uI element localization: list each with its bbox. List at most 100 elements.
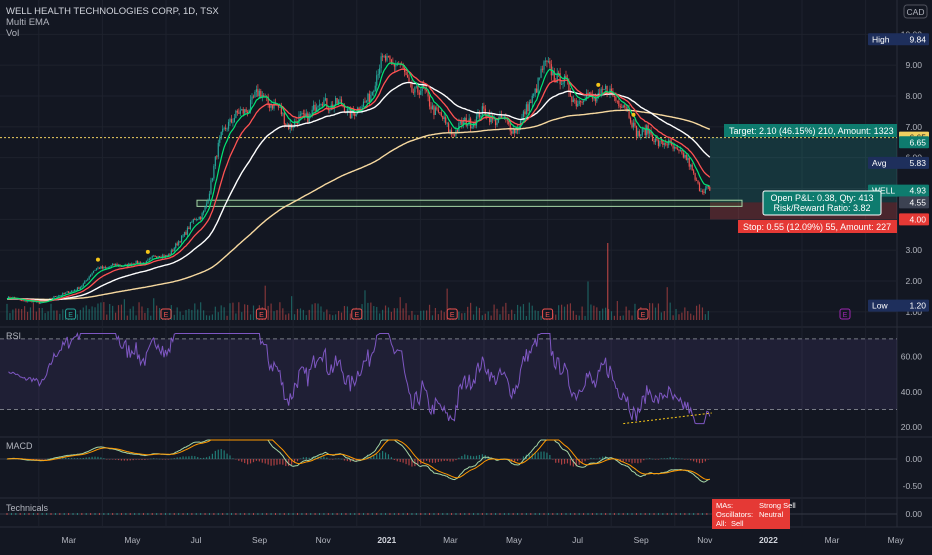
candle-body [660, 140, 662, 142]
technicals-bar [512, 513, 514, 515]
last-price-label[interactable] [868, 184, 929, 197]
macd-histogram-bar [167, 459, 169, 460]
technicals-bar [195, 513, 197, 515]
technicals-bar [697, 513, 699, 515]
stop-label-box[interactable]: Stop: 0.55 (12.09%) 55, Amount: 227 [738, 220, 897, 233]
candle-body [324, 98, 326, 101]
earnings-marker[interactable] [65, 308, 77, 320]
macd-histogram-bar [563, 459, 566, 464]
pnl-box[interactable]: Open P&L: 0.38, Qty: 413 Risk/Reward Rat… [762, 190, 882, 216]
candle-body [565, 75, 567, 79]
currency-badge[interactable] [903, 4, 928, 19]
earnings-marker[interactable] [160, 308, 172, 320]
time-axis[interactable]: Mar May Jul Sep Nov 2021 Mar May Jul Sep Nov 2022 Ma… [61, 535, 904, 545]
target-line-label[interactable] [899, 136, 929, 149]
future-earnings-marker[interactable] [839, 308, 851, 320]
candle-body [371, 92, 373, 95]
technicals-bar [371, 513, 373, 515]
candle-body [364, 101, 366, 103]
candle-body [672, 145, 674, 149]
volume-bar [252, 305, 255, 320]
time-tick-label: Mar [825, 535, 840, 545]
candle-body [430, 106, 432, 110]
technicals-bar [543, 513, 545, 515]
volume-bar [200, 302, 202, 320]
candle-body [173, 248, 175, 251]
candle-body [227, 122, 230, 129]
earnings-marker[interactable] [542, 308, 554, 320]
candle-body [194, 219, 196, 220]
macd-histogram-bar [578, 459, 580, 465]
technicals-title[interactable]: Technicals [6, 503, 49, 513]
candle-body [508, 120, 510, 125]
candle-body [9, 296, 11, 298]
technicals-bar [112, 513, 114, 515]
macd-histogram-bar [560, 459, 563, 465]
macd-histogram-bar [120, 459, 123, 461]
macd-histogram-bar [153, 458, 155, 459]
earnings-marker[interactable] [255, 308, 267, 320]
avg-label[interactable] [868, 156, 929, 169]
multi-ema-legend[interactable]: Multi EMA [6, 17, 50, 28]
candle-body [232, 121, 234, 123]
entry-label[interactable] [899, 196, 929, 209]
volume-bar [384, 305, 387, 320]
candle-body [471, 126, 473, 129]
candle-body [282, 113, 284, 115]
technicals-bar [244, 513, 246, 515]
candle-body [73, 290, 76, 291]
candle-body [461, 121, 463, 125]
technicals-summary[interactable]: MAs: Strong Sell Oscillators: Neutral Al… [712, 499, 796, 529]
low-label[interactable] [868, 299, 929, 312]
macd-histogram-bar [346, 459, 348, 462]
volume-bar [511, 309, 513, 320]
candle-body [158, 256, 161, 258]
rsi-title[interactable]: RSI [6, 331, 21, 341]
candle-body [191, 221, 193, 223]
earnings-marker[interactable] [351, 308, 363, 320]
technicals-bar [706, 513, 708, 515]
candle-body [367, 93, 369, 102]
technicals-bar [631, 513, 633, 515]
price-axis[interactable]: 10.009.008.007.006.005.004.003.002.001.0… [868, 29, 929, 519]
candle-body [384, 55, 387, 61]
earnings-marker[interactable] [446, 308, 458, 320]
ema-9-line [6, 62, 711, 303]
volume-legend[interactable]: Vol [6, 28, 19, 39]
high-label[interactable] [868, 33, 929, 46]
volume-bar [461, 313, 463, 320]
candle-body [533, 94, 535, 96]
stop-label[interactable] [899, 213, 929, 226]
volume-bar [578, 315, 580, 320]
candle-body [116, 264, 118, 266]
technicals-bar [662, 513, 664, 515]
macd-histogram-bar [35, 459, 37, 460]
macd-histogram-bar [449, 459, 451, 462]
macd-histogram-bar [678, 458, 680, 459]
support-rectangle[interactable] [196, 199, 743, 207]
technicals-bar [204, 513, 206, 515]
macd-title[interactable]: MACD [6, 441, 33, 451]
candle-body [484, 108, 486, 115]
macd-histogram-bar [188, 456, 190, 459]
macd-histogram-bar [387, 454, 390, 459]
earnings-marker[interactable] [637, 308, 649, 320]
technicals-bar [208, 513, 210, 515]
volume-bar [317, 303, 319, 320]
candle-body [94, 269, 96, 271]
candle-body [534, 88, 536, 95]
technicals-bar [596, 513, 598, 515]
candle-body [54, 296, 57, 297]
volume-bar [9, 313, 11, 320]
pnl-line1: Open P&L: 0.38, Qty: 413 [770, 193, 873, 203]
macd-histogram-bar [543, 451, 545, 459]
volume-bar [129, 308, 131, 320]
technicals-bar [635, 513, 637, 515]
macd-histogram-bar [88, 457, 90, 459]
macd-histogram-bar [654, 459, 657, 460]
target-label-box[interactable]: Target: 2.10 (46.15%) 210, Amount: 1323 [724, 124, 897, 137]
volume-bar [625, 306, 627, 320]
macd-histogram-bar [472, 456, 475, 459]
candle-body [577, 103, 579, 107]
